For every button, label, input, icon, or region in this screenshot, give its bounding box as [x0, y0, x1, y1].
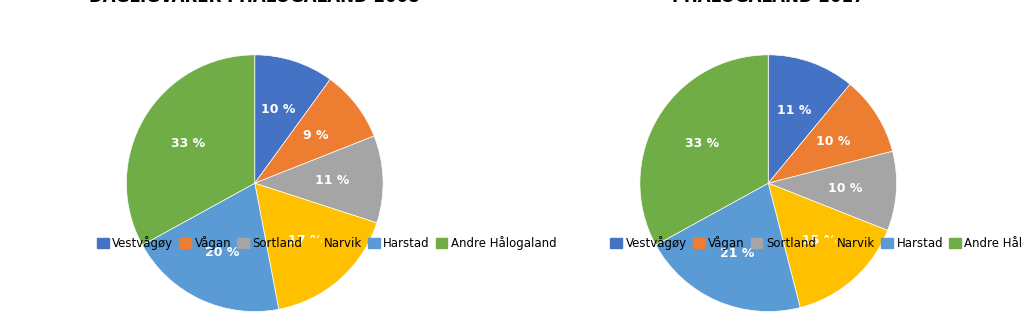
Wedge shape	[255, 136, 383, 223]
Text: 11 %: 11 %	[777, 104, 811, 117]
Wedge shape	[255, 183, 376, 309]
Wedge shape	[127, 55, 255, 245]
Text: 10 %: 10 %	[261, 104, 296, 117]
Wedge shape	[255, 55, 330, 183]
Text: 17 %: 17 %	[288, 234, 323, 248]
Wedge shape	[656, 183, 800, 311]
Wedge shape	[768, 151, 896, 230]
Wedge shape	[640, 55, 768, 245]
Text: 10 %: 10 %	[816, 135, 850, 148]
Title: NACE 471.  OMSETNING AV DAGLIGVARER
I HÅLOGALAND 2017: NACE 471. OMSETNING AV DAGLIGVARER I HÅL…	[573, 0, 964, 6]
Text: 10 %: 10 %	[828, 181, 862, 195]
Legend: Vestvågøy, Vågan, Sortland, Narvik, Harstad, Andre Hålogaland: Vestvågøy, Vågan, Sortland, Narvik, Hars…	[611, 236, 1023, 250]
Wedge shape	[768, 183, 888, 307]
Wedge shape	[768, 55, 850, 183]
Text: 20 %: 20 %	[205, 246, 239, 260]
Text: 9 %: 9 %	[303, 129, 328, 143]
Text: 33 %: 33 %	[685, 137, 719, 151]
Text: 21 %: 21 %	[720, 247, 755, 260]
Title: NACE 471.  OMSETNING AV
DAGLIGVARER I HÅLOGALAND 2008: NACE 471. OMSETNING AV DAGLIGVARER I HÅL…	[89, 0, 420, 6]
Text: 33 %: 33 %	[172, 137, 206, 151]
Wedge shape	[255, 79, 374, 183]
Wedge shape	[768, 84, 892, 183]
Text: 15 %: 15 %	[802, 234, 837, 248]
Text: 11 %: 11 %	[314, 174, 349, 187]
Legend: Vestvågøy, Vågan, Sortland, Narvik, Harstad, Andre Hålogaland: Vestvågøy, Vågan, Sortland, Narvik, Hars…	[97, 236, 557, 250]
Wedge shape	[142, 183, 279, 311]
